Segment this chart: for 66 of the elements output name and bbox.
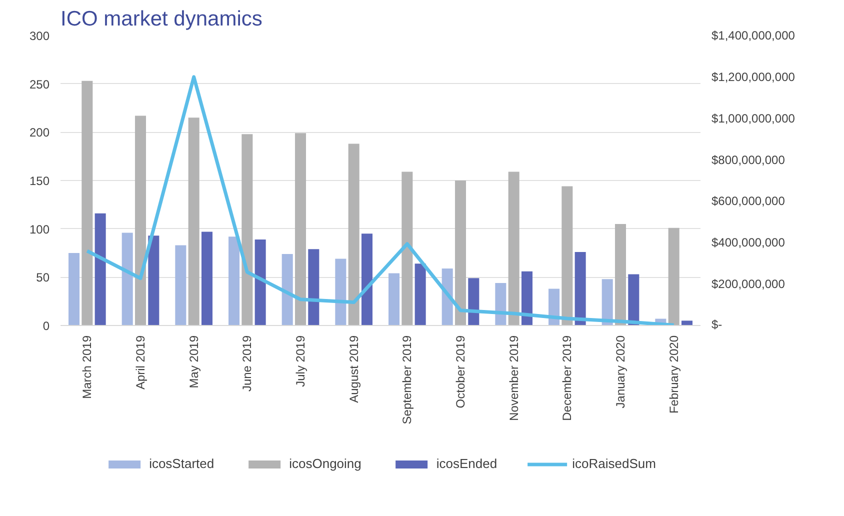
x-tick-label: February 2020 xyxy=(666,335,681,414)
legend-label: icoRaisedSum xyxy=(572,456,656,471)
bar xyxy=(134,116,146,326)
legend-label: icosStarted xyxy=(149,456,214,471)
y2-tick-label: $- xyxy=(712,318,722,332)
bar xyxy=(308,249,320,326)
bar xyxy=(614,224,626,326)
x-tick-label: March 2019 xyxy=(80,335,94,399)
bar xyxy=(188,118,200,326)
bar xyxy=(521,271,532,326)
y2-tick-label: $600,000,000 xyxy=(712,194,786,208)
x-tick-label: January 2020 xyxy=(614,335,628,408)
bar xyxy=(414,264,426,326)
x-tick-label: September 2019 xyxy=(400,335,414,424)
bar xyxy=(228,236,240,326)
bar xyxy=(468,278,480,326)
bar xyxy=(94,213,106,326)
bar xyxy=(668,228,680,326)
bar xyxy=(574,252,586,326)
y2-tick-label: $200,000,000 xyxy=(712,277,786,292)
x-tick-label: June 2019 xyxy=(240,335,254,392)
bar xyxy=(282,254,293,326)
bar xyxy=(454,180,466,326)
y-tick-label: 300 xyxy=(29,29,50,43)
y2-tick-label: $400,000,000 xyxy=(712,236,786,250)
chart-title: ICO market dynamics xyxy=(60,8,262,30)
bar xyxy=(294,133,306,326)
y-tick-label: 100 xyxy=(29,222,50,236)
y-tick-label: 50 xyxy=(36,270,50,285)
bar xyxy=(681,320,692,326)
bar xyxy=(495,282,506,326)
bar xyxy=(68,253,80,326)
bar xyxy=(402,172,413,326)
bar xyxy=(122,232,133,326)
x-tick-label: October 2019 xyxy=(454,335,468,408)
bar xyxy=(628,274,640,326)
bar xyxy=(508,172,520,326)
y2-tick-label: $1,200,000,000 xyxy=(712,70,796,84)
bar xyxy=(82,80,93,326)
bar xyxy=(242,134,253,326)
bar xyxy=(602,279,613,326)
y-tick-label: 150 xyxy=(29,174,50,188)
bar xyxy=(175,245,186,326)
y-tick-label: 0 xyxy=(42,319,50,333)
y2-tick-label: $1,000,000,000 xyxy=(712,111,796,126)
x-tick-label: December 2019 xyxy=(560,335,574,421)
legend-label: icosEnded xyxy=(436,456,498,471)
x-tick-label: May 2019 xyxy=(186,335,201,388)
x-tick-label: August 2019 xyxy=(346,335,361,403)
y-tick-label: 250 xyxy=(29,77,50,92)
y-tick-label: 200 xyxy=(29,126,50,140)
bar xyxy=(348,144,360,326)
bar xyxy=(148,236,160,326)
x-tick-label: November 2019 xyxy=(506,335,521,421)
line-series xyxy=(85,75,676,326)
bar xyxy=(201,232,212,326)
x-tick-label: July 2019 xyxy=(294,335,308,387)
y2-tick-label: $1,400,000,000 xyxy=(712,28,796,42)
x-tick-label: April 2019 xyxy=(134,335,148,390)
bar xyxy=(361,234,372,326)
bar xyxy=(254,239,266,326)
bar xyxy=(388,273,400,326)
legend-label: icosOngoing xyxy=(289,456,362,471)
bar xyxy=(562,186,573,326)
y2-tick-label: $800,000,000 xyxy=(712,152,786,167)
bar xyxy=(335,258,346,326)
